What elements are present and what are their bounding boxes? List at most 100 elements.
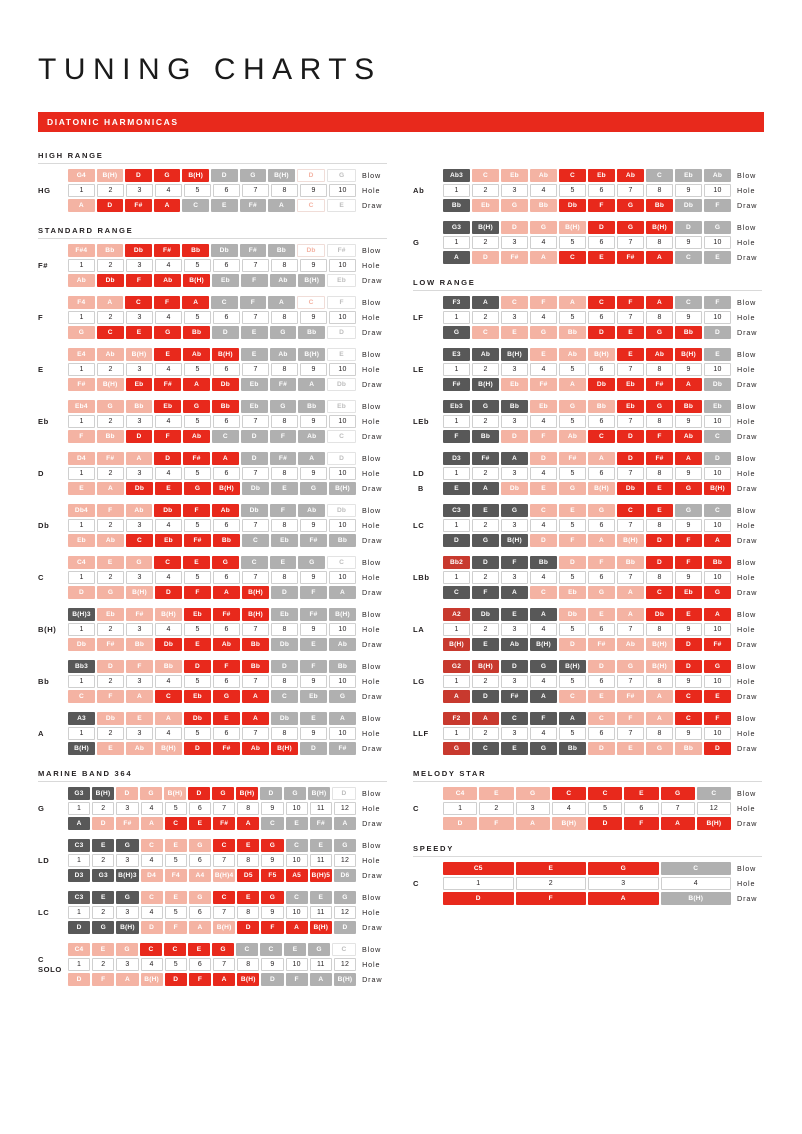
draw-note-cell: A [588, 892, 659, 905]
hole-number-cell: 11 [309, 906, 332, 919]
hole-number-cell: 8 [237, 854, 260, 867]
blow-note-cell: F3 [443, 296, 470, 309]
hole-number-cell: 9 [300, 571, 327, 584]
draw-note-cell: B(H) [126, 586, 153, 599]
blow-note-cell: B(H) [559, 660, 586, 673]
draw-note-cell: F [164, 921, 187, 934]
blow-note-cell: C3 [68, 891, 91, 904]
draw-note-cell: F [300, 586, 327, 599]
harmonica-row: Bb Bb3 D F Bb D F Bb D F Bb Blow 1 2 3 4 5 6 7 8 9 10 Hole C F A C… [38, 660, 387, 703]
blow-note-cell: Bb [530, 556, 557, 569]
blow-note-cell: G [588, 862, 659, 875]
draw-note-cell: D [261, 973, 284, 986]
blow-row: C4 E G C C E G C Blow [443, 787, 762, 800]
hole-number-cell: 5 [559, 363, 586, 376]
draw-note-cell: B(H) [68, 742, 95, 755]
draw-note-cell: Eb [125, 378, 153, 391]
row-type-label: Hole [362, 960, 381, 969]
draw-note-cell: E [530, 482, 557, 495]
draw-note-cell: F [515, 892, 586, 905]
hole-number-cell: 3 [501, 363, 528, 376]
blow-note-cell: Bb [675, 400, 702, 413]
draw-note-cell: B(H) [696, 817, 731, 830]
harmonica-row: C C5 E G C Blow 1 2 3 4 Hole D F A B(H) Draw [413, 862, 762, 905]
row-type-label: Hole [737, 521, 756, 530]
blow-note-cell: Db4 [68, 504, 95, 517]
hole-number-cell: 6 [213, 727, 240, 740]
hole-number-cell: 4 [530, 467, 557, 480]
hole-number-cell: 5 [559, 467, 586, 480]
row-type-label: Hole [362, 469, 381, 478]
draw-note-cell: G [213, 690, 240, 703]
draw-note-cell: C [472, 326, 499, 339]
draw-note-cell: A [617, 586, 644, 599]
hole-number-cell: 1 [68, 467, 95, 480]
blow-note-cell: D [240, 452, 268, 465]
hole-number-cell: 2 [92, 854, 115, 867]
blow-note-cell: E [237, 891, 260, 904]
blow-note-cell: A [242, 712, 269, 725]
draw-note-cell: Ab [269, 274, 297, 287]
blow-note-cell: A [298, 452, 326, 465]
hole-number-cell: 10 [704, 467, 731, 480]
blow-note-cell: C [154, 556, 182, 569]
hole-number-cell: 2 [472, 727, 499, 740]
draw-note-cell: F# [309, 817, 332, 830]
row-type-label: Draw [362, 975, 383, 984]
note-grid: E4 Ab B(H) E Ab B(H) E Ab B(H) E Blow 1 2 3 4 5 6 7 8 9 10 Ho… [68, 348, 387, 391]
hole-number-cell: 5 [164, 958, 187, 971]
blow-note-cell: D [154, 452, 182, 465]
hole-number-cell: 7 [242, 363, 269, 376]
draw-note-cell: C [675, 690, 702, 703]
draw-note-cell: G [443, 742, 470, 755]
blow-note-cell: A [617, 608, 644, 621]
blow-note-cell: C [125, 296, 152, 309]
draw-note-cell: A [443, 690, 470, 703]
draw-note-cell: F# [68, 378, 95, 391]
blow-note-cell: F [675, 556, 702, 569]
draw-note-cell: D [327, 326, 356, 339]
draw-note-cell: F4 [164, 869, 187, 882]
draw-note-cell: Eb [211, 274, 239, 287]
note-grid: C3 E G C E G C E G C E G Blow 1 2 3 4 5 6 7 8 9 10 11 12 Hole D G B(… [68, 891, 387, 934]
draw-note-cell: G [472, 534, 499, 547]
hole-number-cell: 9 [300, 467, 327, 480]
hole-number-cell: 3 [126, 363, 153, 376]
row-type-label: Blow [361, 506, 382, 515]
row-type-label: Blow [362, 714, 382, 723]
draw-note-cell: A [559, 378, 586, 391]
draw-row: A D F# A C E F# A C E Draw [443, 690, 762, 703]
draw-note-cell: D [300, 742, 327, 755]
blow-note-cell: F# [213, 608, 240, 621]
hole-row: 1 2 3 4 5 6 7 8 9 10 Hole [443, 415, 762, 428]
hole-number-cell: 7 [242, 311, 269, 324]
blow-note-cell: G [588, 504, 615, 517]
row-type-label: Draw [737, 380, 758, 389]
blow-note-cell: B(H) [588, 348, 615, 361]
draw-note-cell: F [240, 274, 268, 287]
row-type-label: Draw [737, 253, 758, 262]
draw-note-cell: G [501, 199, 528, 212]
hole-number-cell: 4 [155, 467, 182, 480]
hole-row: 1 2 3 4 5 6 7 8 9 10 Hole [443, 311, 762, 324]
hole-row: 1 2 3 4 5 6 7 8 9 10 11 12 Hole [68, 958, 387, 971]
draw-note-cell: A [660, 817, 695, 830]
hole-number-cell: 6 [188, 802, 212, 815]
blow-note-cell: D [559, 556, 586, 569]
hole-number-cell: 9 [675, 727, 702, 740]
hole-row: 1 2 3 4 5 6 7 8 9 10 Hole [443, 675, 762, 688]
draw-row: B(H) E Ab B(H) D F# Ab B(H) D F# Draw [68, 742, 387, 755]
draw-note-cell: D [704, 742, 731, 755]
blow-note-cell: F# [559, 452, 586, 465]
draw-note-cell: Ab [329, 638, 356, 651]
row-type-label: Draw [737, 640, 758, 649]
blow-note-cell: C4 [443, 787, 478, 800]
blow-note-cell: A [588, 452, 615, 465]
hole-number-cell: 10 [704, 415, 731, 428]
blow-note-cell: G3 [68, 787, 90, 800]
draw-note-cell: F# [530, 378, 557, 391]
section-title-high-range: HIGH RANGE [38, 151, 104, 160]
hole-row: 1 2 3 4 5 6 7 8 9 10 Hole [68, 571, 387, 584]
blow-note-cell: Eb [327, 400, 356, 413]
row-type-label: Blow [737, 402, 757, 411]
